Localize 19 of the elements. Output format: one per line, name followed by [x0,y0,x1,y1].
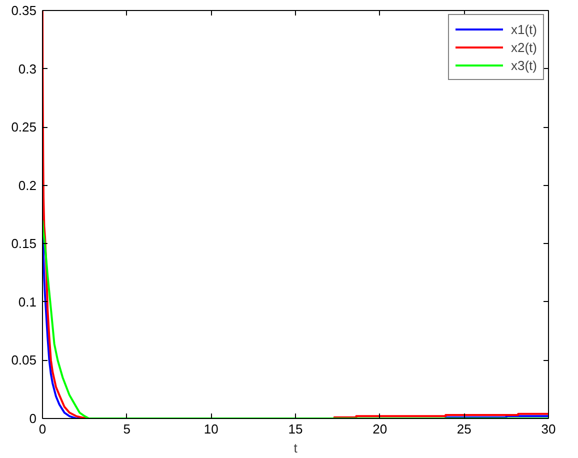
x-tick-label: 30 [541,422,556,436]
x-tick-label: 25 [456,422,472,436]
x-tick-label: 5 [123,422,130,436]
y-tick-label: 0 [29,411,37,426]
y-tick-label: 0.25 [11,120,37,135]
y-tick-label: 0.2 [18,178,37,193]
legend-label: x3(t) [511,58,537,72]
y-tick-label: 0.1 [18,294,37,310]
y-tick-label: 0.3 [18,61,37,76]
x-tick-label: 0 [38,422,46,436]
y-tick-label: 0.15 [11,236,37,252]
x-tick-label: 20 [372,422,388,436]
y-tick-label: 0.05 [11,352,37,368]
x-tick-label: 10 [204,422,218,436]
legend-label: x1(t) [511,22,537,36]
x-axis-title: t [294,440,298,456]
y-tick-label: 0.35 [11,3,37,18]
x-tick-label: 15 [288,422,303,436]
legend-label: x2(t) [511,40,537,54]
